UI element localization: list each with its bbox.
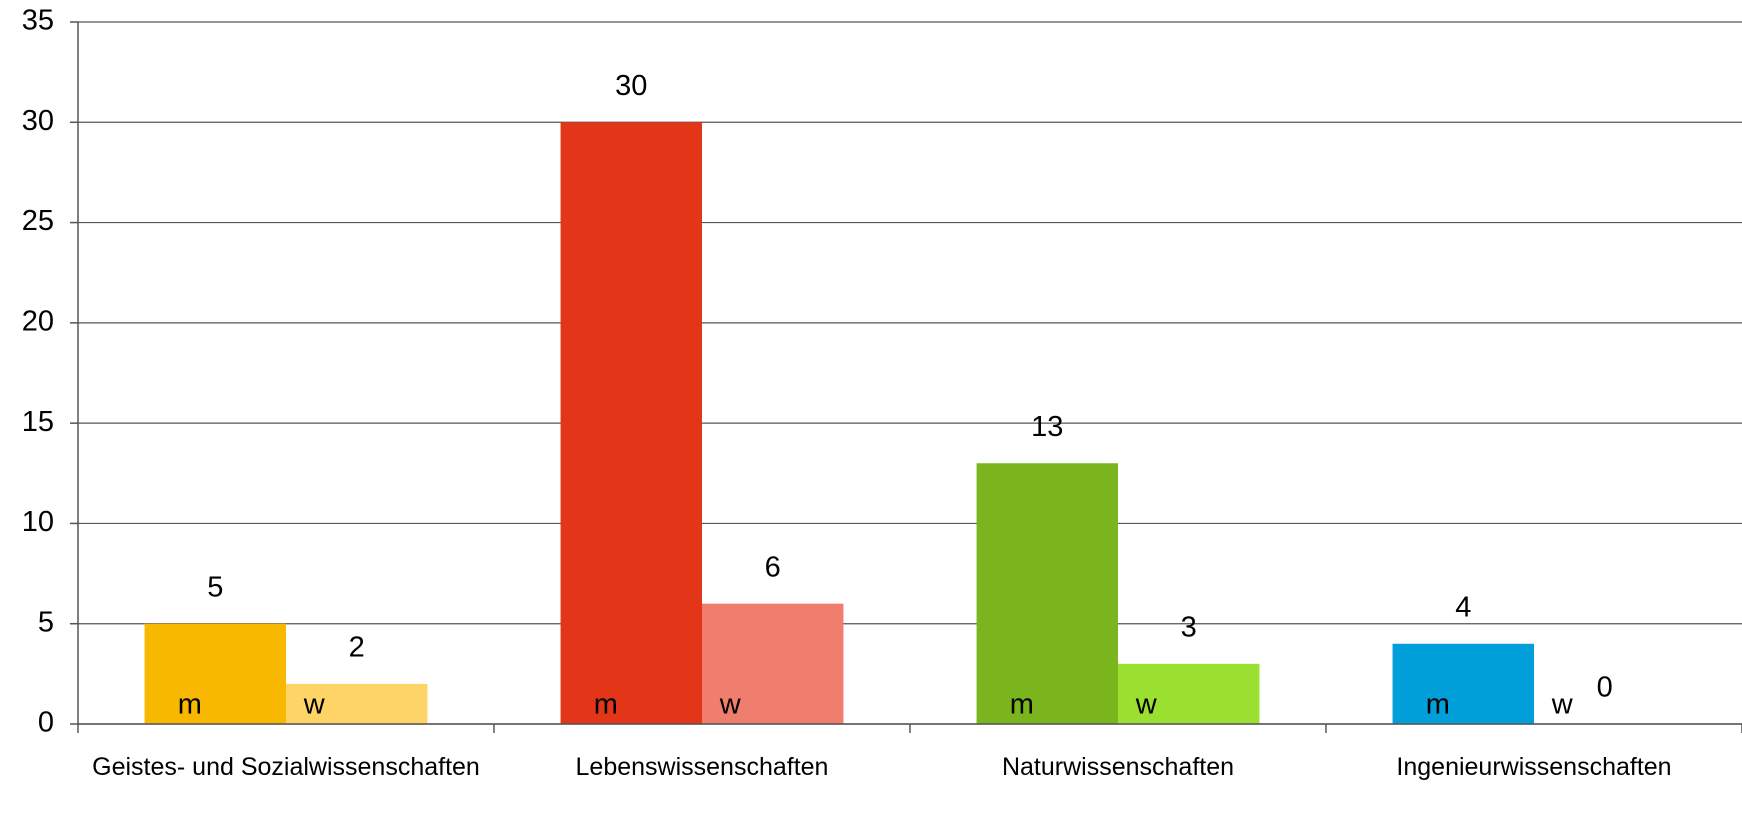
value-label: 2 <box>349 632 365 664</box>
series-label: m <box>1426 689 1450 721</box>
bar <box>560 122 702 725</box>
value-label: 3 <box>1181 611 1197 643</box>
y-tick-label: 0 <box>38 707 54 739</box>
bar <box>976 463 1118 724</box>
x-tick-label: Naturwissenschaften <box>1001 753 1235 781</box>
y-tick-label: 5 <box>38 606 54 638</box>
bar <box>144 623 286 724</box>
x-tick-label: Lebenswissenschaften <box>575 753 829 781</box>
value-label: 13 <box>1031 411 1063 443</box>
y-tick-label: 10 <box>22 506 54 538</box>
y-tick-label: 35 <box>22 5 54 37</box>
bar <box>702 603 844 724</box>
series-label: m <box>594 689 618 721</box>
value-label: 30 <box>615 70 647 102</box>
series-label: m <box>178 689 202 721</box>
value-label: 4 <box>1455 591 1471 623</box>
series-label: w <box>303 689 326 721</box>
series-label: w <box>1551 689 1574 721</box>
bar <box>286 683 428 724</box>
y-tick-label: 25 <box>22 205 54 237</box>
value-label: 5 <box>207 571 223 603</box>
y-tick-label: 30 <box>22 105 54 137</box>
bar <box>1392 643 1534 724</box>
value-label: 6 <box>765 551 781 583</box>
series-label: w <box>719 689 742 721</box>
series-label: m <box>1010 689 1034 721</box>
value-label: 0 <box>1597 672 1613 704</box>
series-label: w <box>1135 689 1158 721</box>
x-tick-label: Ingenieurwissenschaften <box>1396 753 1672 781</box>
bar <box>1118 663 1260 724</box>
y-tick-label: 15 <box>22 406 54 438</box>
y-tick-label: 20 <box>22 306 54 338</box>
x-tick-label: Geistes- und Sozialwissenschaften <box>92 753 480 781</box>
